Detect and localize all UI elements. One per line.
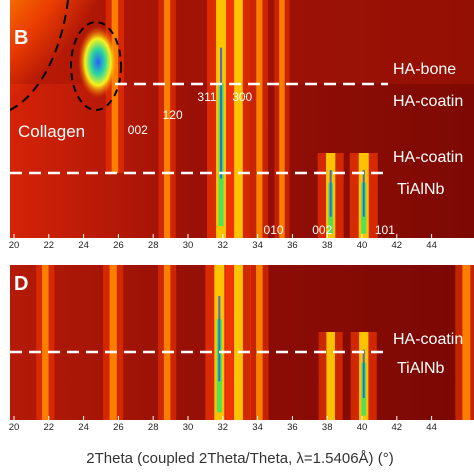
x-axis-title: 2Theta (coupled 2Theta/Theta, λ=1.5406Å)… xyxy=(86,450,393,467)
panel-b-peaks xyxy=(105,0,378,238)
x-tick-label: 30 xyxy=(183,422,194,433)
x-tick-label: 30 xyxy=(183,240,194,251)
x-tick-label: 20 xyxy=(9,422,20,433)
peak-line xyxy=(462,265,471,420)
peak-label: 002 xyxy=(312,223,332,237)
panel-d: D HA-coatin TiAlNb xyxy=(10,265,474,420)
x-tick-label: 36 xyxy=(287,240,298,251)
panel-b-x-axis: 20 22 24 26 28 30 32 34 36 38 40 42 44 xyxy=(9,234,437,251)
layer-label-ha-coating-2: HA-coatin xyxy=(393,149,463,166)
x-tick-label: 42 xyxy=(392,422,403,433)
panel-label-d: D xyxy=(14,273,28,295)
x-tick-label: 32 xyxy=(218,240,229,251)
x-tick-label: 24 xyxy=(78,240,89,251)
peak-center xyxy=(218,296,221,382)
x-tick-label: 22 xyxy=(44,422,55,433)
x-tick-label: 38 xyxy=(322,422,333,433)
collagen-label: Collagen xyxy=(18,122,85,141)
peak-label: 101 xyxy=(375,223,395,237)
peak-line xyxy=(42,265,49,420)
peak-label: 002 xyxy=(128,123,148,137)
x-tick-label: 34 xyxy=(252,422,263,433)
layer-label-tialnb-d: TiAlNb xyxy=(397,360,445,377)
peak-line xyxy=(163,265,171,420)
hot-spot xyxy=(78,26,118,98)
x-tick-label: 44 xyxy=(426,422,437,433)
layer-label-ha-coating-1: HA-coatin xyxy=(393,93,463,110)
peak-label: 311 xyxy=(197,90,216,104)
panel-b: B Collagen HA-bone HA-coatin HA-coatin T… xyxy=(10,0,474,238)
x-tick-label: 36 xyxy=(287,422,298,433)
peak-center xyxy=(329,170,332,217)
peak-label: 120 xyxy=(163,108,183,122)
x-tick-label: 28 xyxy=(148,240,159,251)
peak-label: 300 xyxy=(232,90,252,104)
peak-line xyxy=(164,0,171,238)
x-tick-label: 38 xyxy=(322,240,333,251)
peak-line xyxy=(233,265,243,420)
peak-line xyxy=(109,265,117,420)
x-tick-label: 20 xyxy=(9,240,20,251)
panel-label-b: B xyxy=(14,27,28,49)
peak-center xyxy=(362,170,365,217)
peak-line xyxy=(111,0,119,173)
panel-d-x-axis: 20 22 24 26 28 30 32 34 36 38 40 42 44 xyxy=(9,416,437,433)
layer-label-ha-bone: HA-bone xyxy=(393,61,456,78)
x-tick-label: 40 xyxy=(357,422,368,433)
hot-spot-outline xyxy=(70,21,122,111)
x-tick-label: 40 xyxy=(357,240,368,251)
x-tick-label: 22 xyxy=(44,240,55,251)
layer-label-tialnb-b: TiAlNb xyxy=(397,181,445,198)
peak-labels: 002 120 311 300 010 002 101 xyxy=(128,90,395,237)
x-tick-label: 32 xyxy=(218,422,229,433)
x-tick-label: 26 xyxy=(113,422,124,433)
x-tick-label: 34 xyxy=(252,240,263,251)
x-tick-label: 24 xyxy=(78,422,89,433)
peak-line xyxy=(256,265,263,420)
collagen-boundary xyxy=(10,0,69,111)
peak-line xyxy=(234,0,243,238)
x-tick-label: 44 xyxy=(426,240,437,251)
peak-line xyxy=(279,0,285,238)
layer-label-ha-coating-d: HA-coatin xyxy=(393,331,463,348)
x-tick-label: 26 xyxy=(113,240,124,251)
panel-d-peaks xyxy=(36,265,474,420)
peak-center xyxy=(220,47,223,179)
x-tick-label: 42 xyxy=(392,240,403,251)
peak-line xyxy=(326,332,335,420)
x-tick-label: 28 xyxy=(148,422,159,433)
peak-center xyxy=(362,349,365,398)
peak-line xyxy=(256,0,263,238)
peak-label: 010 xyxy=(264,223,284,237)
